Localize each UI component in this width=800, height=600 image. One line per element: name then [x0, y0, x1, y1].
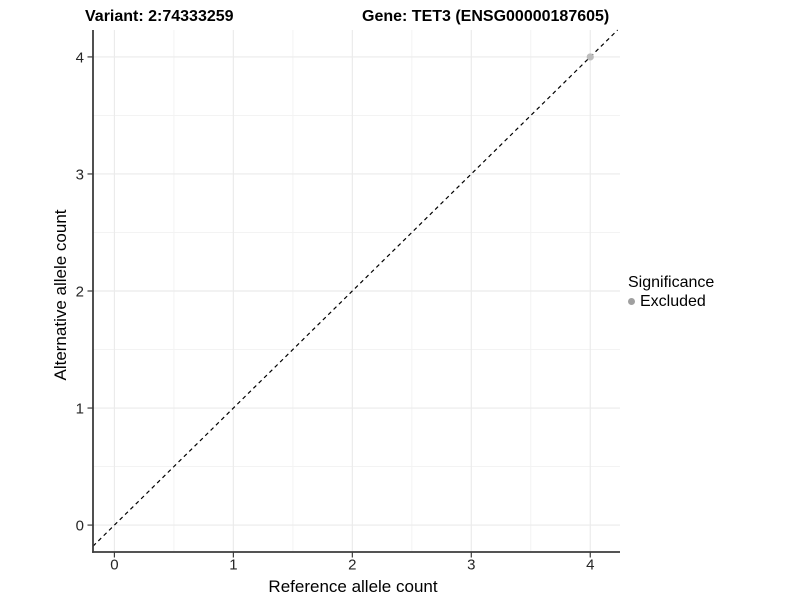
data-point-excluded — [586, 53, 594, 61]
y-tick-label: 4 — [76, 49, 84, 66]
y-tick-label: 1 — [76, 401, 84, 418]
y-tick-label: 3 — [76, 166, 84, 183]
x-tick-label: 4 — [586, 557, 594, 574]
y-axis-title: Alternative allele count — [51, 209, 70, 381]
legend: Significance Excluded — [628, 273, 714, 311]
y-tick-label: 2 — [76, 284, 84, 301]
x-tick-label: 3 — [467, 557, 475, 574]
identity-dashed-line — [92, 29, 619, 547]
legend-item-excluded: Excluded — [628, 292, 714, 311]
legend-item-label: Excluded — [640, 293, 706, 310]
x-tick-label: 0 — [110, 557, 118, 574]
variant-title: Variant: 2:74333259 — [85, 8, 234, 25]
y-tick-label: 0 — [76, 518, 84, 535]
gene-title: Gene: TET3 (ENSG00000187605) — [362, 8, 610, 25]
x-axis-title: Reference allele count — [268, 577, 438, 596]
x-tick-label: 2 — [348, 557, 356, 574]
x-tick-label: 1 — [229, 557, 237, 574]
excluded-point-swatch — [628, 298, 635, 305]
legend-title: Significance — [628, 274, 715, 291]
